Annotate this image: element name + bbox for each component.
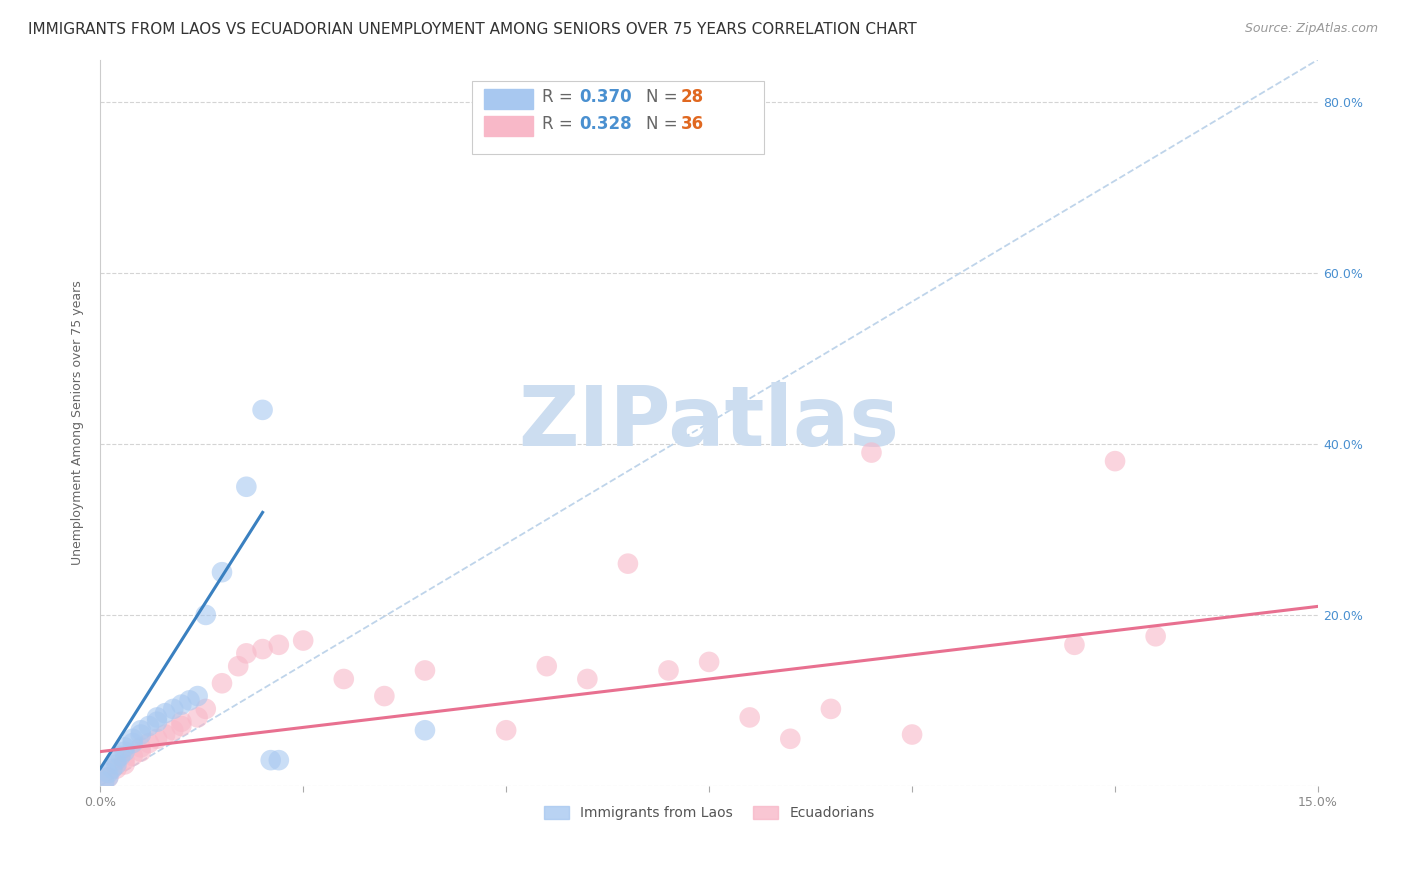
Point [114,753,136,767]
Text: 36: 36 [681,115,704,133]
Point [121,736,143,750]
Point [1104,454,1126,468]
Point [267,638,290,652]
Point [187,710,209,724]
Point [129,740,152,755]
Point [194,702,217,716]
Point [576,672,599,686]
Point [170,714,193,729]
Point [97,770,120,784]
Point [153,727,176,741]
Point [697,655,720,669]
Point [617,557,640,571]
Point [114,757,136,772]
Point [105,757,128,772]
Point [162,723,184,738]
Point [260,753,283,767]
Point [226,659,249,673]
Point [901,727,924,741]
Point [267,753,290,767]
Point [1063,638,1085,652]
Point [97,766,120,780]
Point [413,664,436,678]
Text: 28: 28 [681,88,704,106]
Point [146,731,169,746]
Point [252,642,274,657]
Point [194,607,217,622]
Point [110,748,132,763]
Text: ZIPatlas: ZIPatlas [519,382,900,463]
Point [187,689,209,703]
Point [738,710,761,724]
Point [413,723,436,738]
Point [153,706,176,721]
Point [536,659,558,673]
Point [162,702,184,716]
Text: Source: ZipAtlas.com: Source: ZipAtlas.com [1244,22,1378,36]
Point [179,693,201,707]
Point [860,445,883,459]
Text: 0.328: 0.328 [579,115,631,133]
Point [121,731,143,746]
Point [129,727,152,741]
Point [235,646,257,660]
Point [105,753,128,767]
Y-axis label: Unemployment Among Seniors over 75 years: Unemployment Among Seniors over 75 years [72,280,84,565]
Point [211,676,233,690]
Point [105,762,128,776]
Point [252,403,274,417]
Point [779,731,801,746]
Legend: Immigrants from Laos, Ecuadorians: Immigrants from Laos, Ecuadorians [538,800,880,826]
Text: N =: N = [645,88,683,106]
Point [495,723,517,738]
Text: IMMIGRANTS FROM LAOS VS ECUADORIAN UNEMPLOYMENT AMONG SENIORS OVER 75 YEARS CORR: IMMIGRANTS FROM LAOS VS ECUADORIAN UNEMP… [28,22,917,37]
Point [93,774,115,789]
Point [138,719,160,733]
Point [292,633,315,648]
Point [211,565,233,579]
Point [820,702,842,716]
Point [101,762,124,776]
Point [97,770,120,784]
Point [121,748,143,763]
Text: 0.370: 0.370 [579,88,631,106]
Bar [484,116,533,136]
Text: R =: R = [543,88,578,106]
Point [138,736,160,750]
Point [146,710,169,724]
Point [333,672,356,686]
Text: R =: R = [543,115,578,133]
Point [373,689,395,703]
Point [129,745,152,759]
Text: N =: N = [645,115,683,133]
Point [235,480,257,494]
Point [129,723,152,738]
Point [146,714,169,729]
Point [657,664,679,678]
Point [114,745,136,759]
Point [1144,629,1167,643]
Point [170,698,193,712]
Point [170,719,193,733]
Point [114,740,136,755]
Bar [471,81,763,154]
Bar [484,88,533,109]
